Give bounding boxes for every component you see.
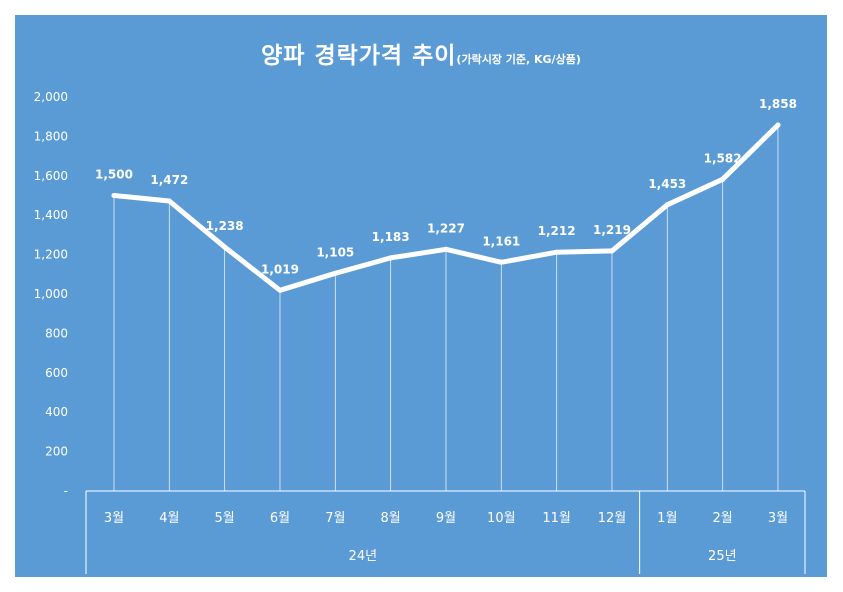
data-label: 1,105 (316, 245, 354, 259)
data-point (277, 287, 283, 293)
category-label: 12월 (598, 511, 627, 526)
data-point (332, 270, 338, 276)
chart-panel (15, 15, 827, 577)
chart-subtitle: (가락시장 기준, KG/상품) (456, 53, 581, 66)
data-point (775, 122, 781, 128)
data-label: 1,212 (538, 224, 576, 238)
data-point (554, 249, 560, 255)
data-point (443, 246, 449, 252)
data-labels: 1,500 1,472 1,238 1,019 1,105 1,183 1,227 1,161… (95, 97, 797, 276)
data-point (609, 248, 615, 254)
data-label: 1,453 (648, 177, 686, 191)
y-tick-label: 1,400 (34, 208, 68, 222)
category-label: 1월 (657, 511, 677, 526)
data-label: 1,219 (593, 223, 631, 237)
y-tick-label: 1,000 (34, 287, 68, 301)
category-label: 10월 (487, 511, 516, 526)
chart-title-main: 양파 경락가격 추이 (261, 43, 457, 69)
data-label: 1,858 (759, 97, 797, 111)
data-point (720, 176, 726, 182)
group-label: 24년 (349, 549, 378, 564)
data-label: 1,582 (704, 151, 742, 165)
data-point (166, 198, 172, 204)
data-label: 1,227 (427, 221, 465, 235)
data-label: 1,183 (372, 230, 410, 244)
category-label: 3월 (104, 511, 124, 526)
data-label: 1,238 (206, 219, 244, 233)
category-label: 4월 (159, 511, 179, 526)
y-tick-label: 1,600 (34, 169, 68, 183)
category-label: 7월 (325, 511, 345, 526)
category-label: 6월 (270, 511, 290, 526)
y-tick-label: 400 (45, 405, 68, 419)
data-point (388, 255, 394, 261)
category-label: 2월 (713, 511, 733, 526)
category-label: 5월 (215, 511, 235, 526)
data-point (664, 202, 670, 208)
data-point (111, 193, 117, 198)
category-axis: 24년 25년 3월 4월 5월 6월 7월 8월 9월 10월 11월 12월 1월 2월 3월 (85, 490, 806, 574)
y-tick-label: 2,000 (34, 90, 68, 104)
drop-lines (113, 124, 779, 491)
data-label: 1,161 (482, 234, 520, 248)
y-tick-label: 1,800 (34, 129, 68, 143)
chart-title: 양파 경락가격 추이(가락시장 기준, KG/상품) (15, 36, 827, 70)
y-tick-label: 200 (45, 445, 68, 459)
category-label: 11월 (542, 511, 571, 526)
group-label: 25년 (708, 549, 737, 564)
y-tick-label: 800 (45, 326, 68, 340)
data-point (222, 244, 228, 250)
data-label: 1,472 (150, 173, 188, 187)
series-line-group (111, 122, 781, 293)
data-label: 1,500 (95, 168, 133, 182)
category-label: 8월 (381, 511, 401, 526)
y-tick-label: 600 (45, 366, 68, 380)
y-tick-label: - (64, 484, 68, 498)
data-point (498, 259, 504, 265)
category-label: 3월 (768, 511, 788, 526)
category-label: 9월 (436, 511, 456, 526)
y-axis: - 200 400 600 800 1,000 1,200 1,400 1,600 1,800 2,… (34, 90, 68, 498)
data-label: 1,019 (261, 262, 299, 276)
y-tick-label: 1,200 (34, 248, 68, 262)
